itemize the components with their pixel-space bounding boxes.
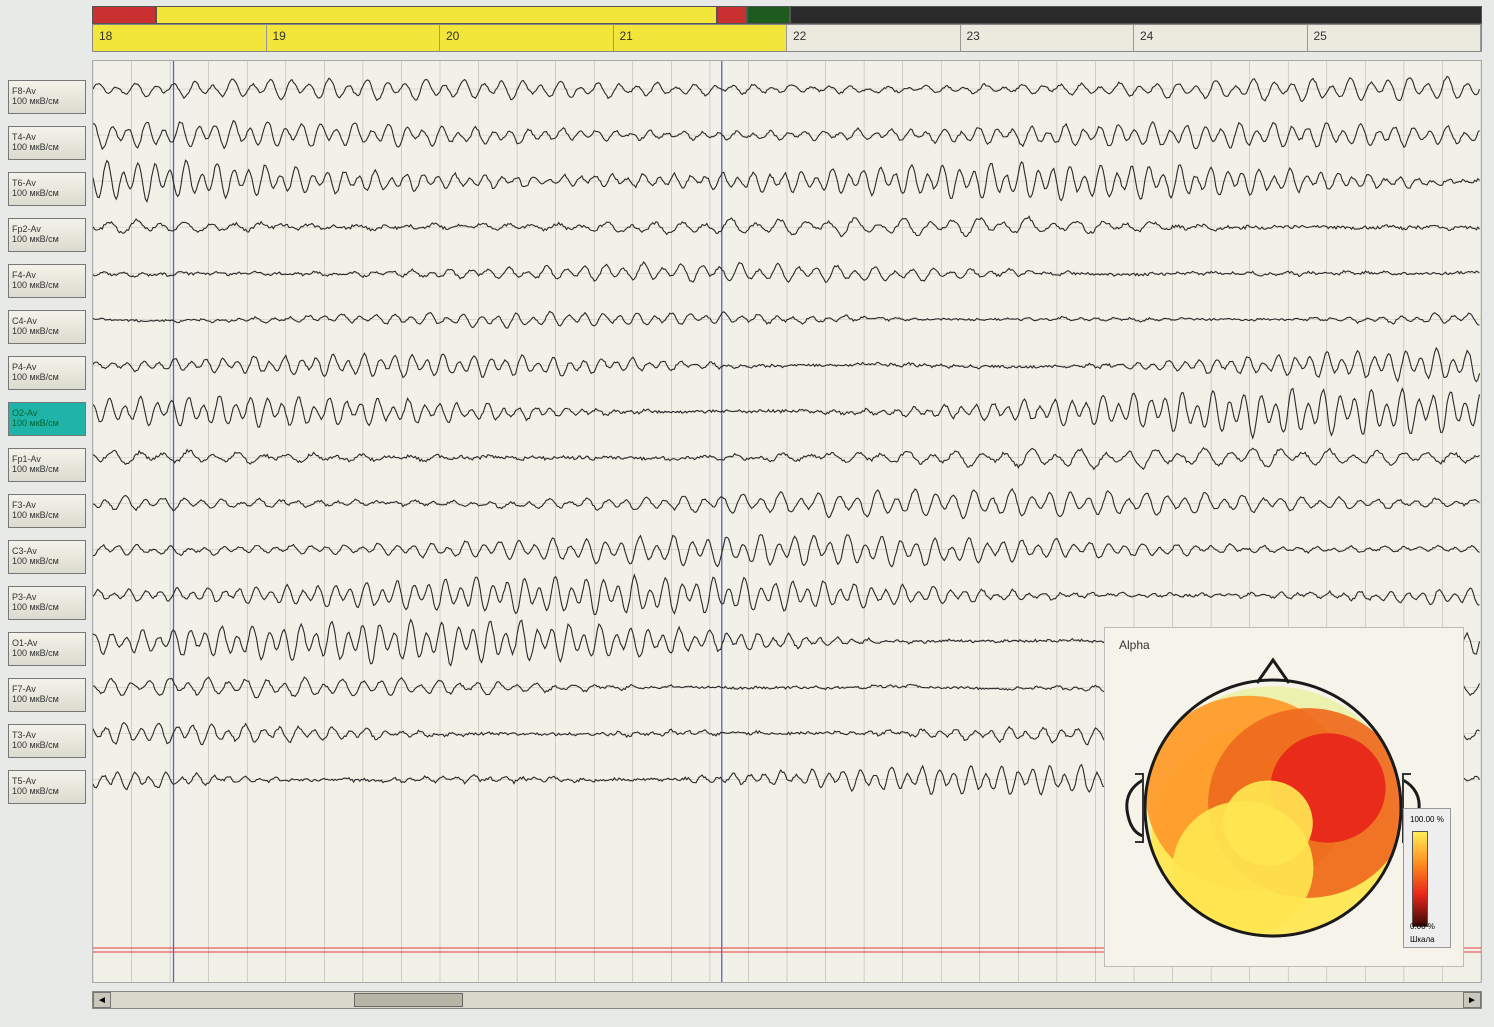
waveform [93, 388, 1480, 438]
channel-label[interactable]: P4-Av100 мкВ/см [8, 356, 86, 390]
waveform [93, 535, 1480, 567]
channel-label[interactable]: P3-Av100 мкВ/см [8, 586, 86, 620]
event-segment [747, 6, 790, 24]
ruler-cell[interactable]: 24 [1134, 25, 1308, 51]
channel-label[interactable]: F4-Av100 мкВ/см [8, 264, 86, 298]
channel-label[interactable]: C3-Av100 мкВ/см [8, 540, 86, 574]
channel-label[interactable]: F7-Av100 мкВ/см [8, 678, 86, 712]
topography-title: Alpha [1119, 638, 1150, 652]
ruler-cell[interactable]: 19 [267, 25, 441, 51]
event-color-bar [92, 6, 1482, 24]
ruler-cell[interactable]: 22 [787, 25, 961, 51]
event-segment [156, 6, 717, 24]
ruler-cell[interactable]: 18 [93, 25, 267, 51]
waveform [93, 216, 1480, 236]
topography-panel: Alpha 100.00 % 0.00 % Шкала [1104, 627, 1464, 967]
scroll-thumb[interactable] [354, 993, 462, 1007]
ruler-cell[interactable]: 23 [961, 25, 1135, 51]
ruler-cell[interactable]: 21 [614, 25, 788, 51]
waveform [93, 311, 1480, 328]
channel-label-column: F8-Av100 мкВ/см T4-Av100 мкВ/см T6-Av100 м… [8, 80, 86, 816]
waveform [93, 575, 1480, 614]
scroll-left-button[interactable]: ◄ [93, 992, 111, 1008]
waveform [93, 489, 1480, 519]
event-segment [717, 6, 747, 24]
channel-label[interactable]: Fp1-Av100 мкВ/см [8, 448, 86, 482]
waveform [93, 262, 1480, 282]
channel-label[interactable]: O2-Av100 мкВ/см [8, 402, 86, 436]
channel-label[interactable]: C4-Av100 мкВ/см [8, 310, 86, 344]
horizontal-scrollbar[interactable]: ◄ ► [92, 991, 1482, 1009]
colorbar-axis-label: Шкала [1410, 935, 1435, 944]
channel-label[interactable]: F8-Av100 мкВ/см [8, 80, 86, 114]
scroll-track[interactable] [111, 992, 1463, 1008]
colorbar-gradient [1412, 831, 1428, 927]
event-segment [92, 6, 156, 24]
ruler-cell[interactable]: 25 [1308, 25, 1482, 51]
channel-label[interactable]: T6-Av100 мкВ/см [8, 172, 86, 206]
channel-label[interactable]: T5-Av100 мкВ/см [8, 770, 86, 804]
channel-label[interactable]: Fp2-Av100 мкВ/см [8, 218, 86, 252]
waveform [93, 160, 1480, 201]
channel-label[interactable]: O1-Av100 мкВ/см [8, 632, 86, 666]
channel-label[interactable]: T4-Av100 мкВ/см [8, 126, 86, 160]
event-segment [790, 6, 1482, 24]
channel-label[interactable]: F3-Av100 мкВ/см [8, 494, 86, 528]
colorbar-top-label: 100.00 % [1410, 815, 1444, 824]
colorbar: 100.00 % 0.00 % Шкала [1403, 808, 1451, 948]
ruler-cell[interactable]: 20 [440, 25, 614, 51]
colorbar-bottom-label: 0.00 % [1410, 922, 1435, 931]
time-ruler[interactable]: 1819202122232425 [92, 24, 1482, 52]
waveform [93, 348, 1480, 382]
channel-label[interactable]: T3-Av100 мкВ/см [8, 724, 86, 758]
scroll-right-button[interactable]: ► [1463, 992, 1481, 1008]
waveform [93, 448, 1480, 470]
